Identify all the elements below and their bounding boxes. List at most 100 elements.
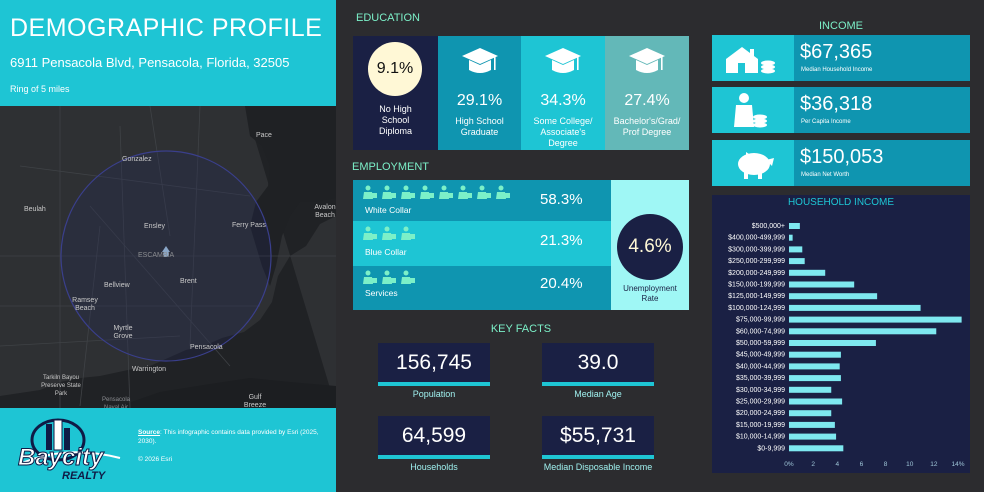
x-tick-label: 2 bbox=[811, 461, 815, 468]
kf-bar bbox=[542, 455, 654, 459]
map-label: Pensacola bbox=[190, 344, 223, 351]
income-per-capita: $36,318 Per Capita Income bbox=[712, 87, 970, 133]
chart-title: HOUSEHOLD INCOME bbox=[787, 197, 895, 208]
page-title: DEMOGRAPHIC PROFILE bbox=[10, 14, 323, 42]
worker-icon bbox=[363, 226, 377, 240]
category-label: $75,000-99,999 bbox=[736, 317, 785, 324]
income-label: Median Net Worth bbox=[801, 172, 850, 178]
unemployment-circle: 4.6% bbox=[617, 214, 683, 280]
kf-bar bbox=[542, 382, 654, 386]
edu-high-school: 29.1% High School Graduate bbox=[438, 36, 521, 150]
worker-icon bbox=[363, 185, 377, 199]
map-label: Gulf Breeze bbox=[243, 394, 267, 408]
bar bbox=[789, 281, 855, 288]
emp-label: Blue Collar bbox=[365, 247, 407, 257]
key-facts-heading: KEY FACTS bbox=[490, 323, 552, 335]
bar bbox=[789, 421, 835, 428]
income-value: $36,318 bbox=[800, 93, 873, 115]
category-label: $20,000-24,999 bbox=[736, 410, 785, 417]
map-label: Gonzalez bbox=[122, 156, 152, 163]
map[interactable]: Pace Gonzalez Beulah Ensley Ferry Pass A… bbox=[0, 106, 336, 408]
kf-income-label: Median Disposable Income bbox=[543, 462, 653, 472]
baycity-logo: Baycity REALTY bbox=[16, 414, 126, 486]
employment-blue-collar: Blue Collar 21.3% bbox=[353, 221, 611, 266]
category-label: $200,000-249,999 bbox=[728, 270, 785, 277]
emp-label: White Collar bbox=[365, 205, 412, 215]
edu-no-diploma: 9.1% No High School Diploma bbox=[353, 36, 438, 150]
graduation-cap-icon bbox=[545, 48, 581, 73]
x-tick-label: 6 bbox=[860, 461, 864, 468]
ring-label: Ring of 5 miles bbox=[10, 84, 70, 94]
income-heading: INCOME bbox=[819, 20, 863, 32]
bar bbox=[789, 386, 832, 393]
edu-pct: 29.1% bbox=[456, 92, 503, 109]
graduation-cap-icon bbox=[461, 48, 498, 73]
map-label: Tarkiln Bayou Preserve State Park bbox=[41, 375, 81, 397]
logo-subtext: REALTY bbox=[62, 470, 106, 482]
bar bbox=[789, 433, 837, 440]
source-note: Source: This infographic contains data p… bbox=[138, 428, 328, 446]
kf-income-value: $55,731 bbox=[542, 416, 654, 456]
category-label: $35,000-39,999 bbox=[736, 375, 785, 382]
emp-pct: 21.3% bbox=[540, 232, 583, 249]
bar bbox=[789, 340, 876, 346]
category-label: $400,000-499,999 bbox=[728, 235, 785, 242]
kf-households-label: Households bbox=[410, 462, 458, 472]
income-label: Median Household Income bbox=[801, 67, 873, 73]
kf-population-value: 156,745 bbox=[378, 343, 490, 383]
bar bbox=[789, 316, 962, 323]
kf-bar bbox=[378, 455, 490, 459]
income-value: $67,365 bbox=[800, 41, 873, 63]
employment-white-collar: White Collar 58.3% bbox=[353, 180, 611, 221]
category-label: $125,000-149,999 bbox=[728, 293, 785, 300]
copyright: © 2026 Esri bbox=[138, 456, 173, 463]
map-label: Warrington bbox=[132, 366, 166, 373]
map-label: ESCAMBIA bbox=[138, 252, 175, 259]
edu-label: No High School Diploma bbox=[378, 104, 412, 136]
bar bbox=[789, 304, 921, 311]
x-tick-label: 10 bbox=[906, 461, 914, 468]
worker-icon bbox=[401, 185, 415, 199]
edu-pct: 27.4% bbox=[624, 92, 670, 109]
bar bbox=[789, 363, 840, 370]
map-label: Pace bbox=[256, 132, 272, 139]
income-label: Per Capita Income bbox=[801, 119, 851, 125]
category-label: $45,000-49,999 bbox=[736, 352, 785, 359]
bar bbox=[789, 375, 841, 382]
category-label: $150,000-199,999 bbox=[728, 282, 785, 289]
category-label: $10,000-14,999 bbox=[736, 434, 785, 441]
employment-heading: EMPLOYMENT bbox=[352, 161, 430, 173]
x-tick-label: 12 bbox=[930, 461, 938, 468]
household-income-panel: HOUSEHOLD INCOME $500,000+ $400,000-499,9… bbox=[712, 195, 970, 473]
bar bbox=[789, 234, 793, 241]
category-label: $30,000-34,999 bbox=[736, 387, 785, 394]
logo-graphic bbox=[19, 418, 121, 465]
map-label: Ferry Pass bbox=[232, 222, 266, 229]
house-icon bbox=[712, 35, 794, 81]
map-label: Ensley bbox=[144, 223, 166, 230]
worker-icon bbox=[439, 185, 453, 199]
bar bbox=[789, 269, 826, 276]
bar bbox=[789, 398, 843, 405]
piggy-graphic bbox=[738, 152, 774, 179]
logo-text: Baycity bbox=[17, 444, 104, 472]
bar bbox=[789, 328, 937, 335]
category-label: $100,000-124,999 bbox=[728, 305, 785, 312]
worker-icon bbox=[496, 185, 510, 199]
kf-median-age-label: Median Age bbox=[574, 389, 622, 399]
worker-icon bbox=[477, 185, 491, 199]
category-label: $0-9,999 bbox=[757, 445, 785, 452]
bar bbox=[789, 445, 844, 452]
edu-pct: 34.3% bbox=[540, 92, 586, 109]
bar bbox=[789, 351, 841, 358]
employment-services: Services 20.4% bbox=[353, 266, 611, 310]
x-tick-label: 14% bbox=[951, 461, 964, 468]
category-label: $300,000-399,999 bbox=[728, 246, 785, 253]
worker-icon bbox=[420, 185, 434, 199]
profile-footer: Baycity REALTY bbox=[0, 408, 336, 492]
worker-icon bbox=[382, 226, 396, 240]
x-tick-label: 0% bbox=[784, 461, 794, 468]
worker-icon bbox=[382, 185, 396, 199]
bar bbox=[789, 410, 832, 417]
emp-pct: 20.4% bbox=[540, 275, 583, 292]
